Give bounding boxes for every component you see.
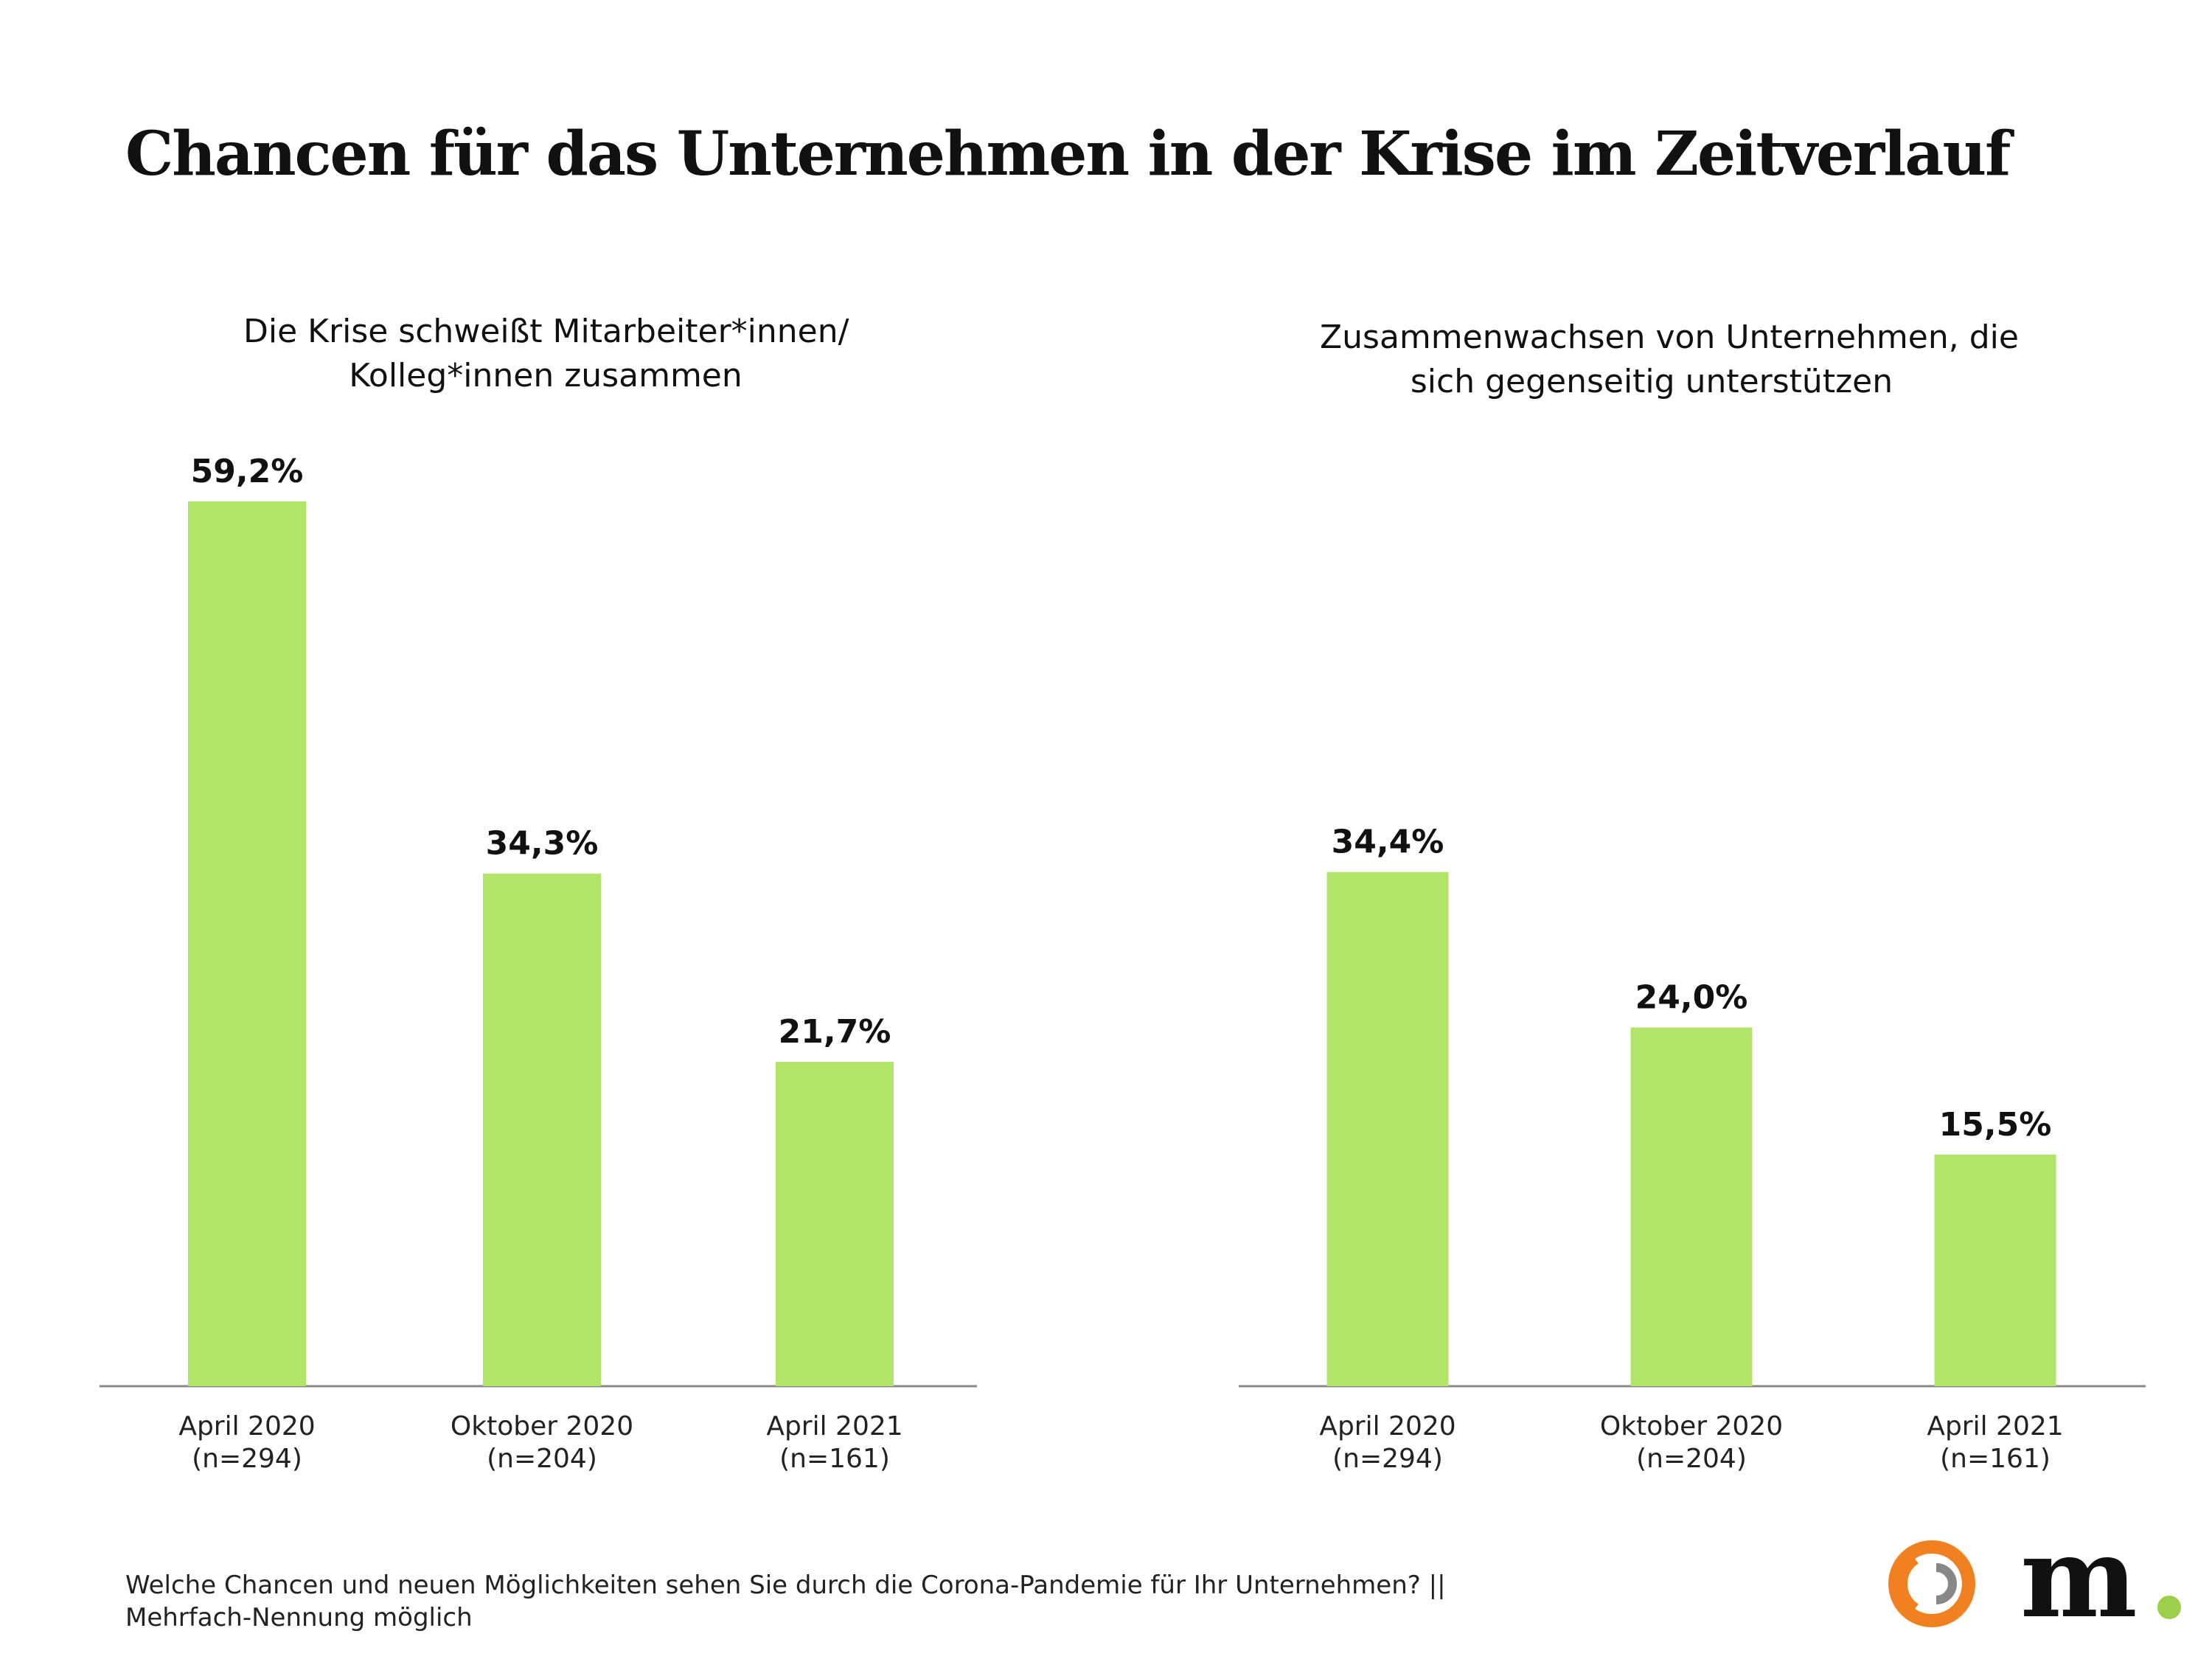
brand-logo-text: m — [2020, 1534, 2138, 1630]
chart-left-title: Die Krise schweißt Mitarbeiter*innen/ Ko… — [243, 310, 849, 398]
brand-ring-icon — [1888, 1540, 1975, 1627]
footnote-line-1: Welche Chancen und neuen Möglichkeiten s… — [125, 1571, 1446, 1600]
chart-left-category-label-3: April 2021 — [766, 1411, 902, 1441]
chart-right-bar-2 — [1630, 1027, 1753, 1386]
chart-left-bar-2 — [483, 873, 601, 1386]
chart-right-sample-label-3: (n=161) — [1940, 1444, 2051, 1474]
chart-right-bar-3 — [1934, 1154, 2056, 1386]
chart-left-value-label-2: 34,3% — [486, 825, 599, 863]
chart-left-category-label-1: April 2020 — [178, 1411, 315, 1441]
brand-logo-dot — [2157, 1596, 2181, 1619]
chart-right-title-line-1: Zusammenwachsen von Unternehmen, die — [1320, 319, 2019, 356]
footnote: Welche Chancen und neuen Möglichkeiten s… — [125, 1569, 1446, 1634]
chart-left-value-label-1: 59,2% — [191, 453, 304, 490]
page-title: Chancen für das Unternehmen in der Krise… — [125, 119, 2011, 189]
chart-left-sample-label-2: (n=204) — [487, 1444, 597, 1474]
chart-right-title-line-2: sich gegenseitig unterstützen — [1410, 363, 1893, 400]
chart-left-sample-label-3: (n=161) — [779, 1444, 890, 1474]
chart-right-category-label-1: April 2020 — [1319, 1411, 1455, 1441]
chart-right-sample-label-1: (n=294) — [1332, 1444, 1443, 1474]
chart-left-title-line-2: Kolleg*innen zusammen — [349, 357, 742, 394]
chart-right-bar-1 — [1326, 872, 1449, 1386]
chart-left-bar-1 — [188, 501, 306, 1386]
chart-right-value-label-3: 15,5% — [1939, 1106, 2052, 1144]
chart-right-category-label-2: Oktober 2020 — [1600, 1411, 1783, 1441]
chart-right-value-label-2: 24,0% — [1635, 979, 1748, 1017]
chart-right-title: Zusammenwachsen von Unternehmen, die sic… — [1320, 316, 2019, 404]
brand-logo: m — [1888, 1534, 2181, 1630]
chart-left-bar-3 — [776, 1062, 894, 1386]
chart-left-title-line-1: Die Krise schweißt Mitarbeiter*innen/ — [243, 313, 849, 350]
chart-right-value-label-1: 34,4% — [1332, 824, 1444, 861]
chart-right-category-label-3: April 2021 — [1927, 1411, 2063, 1441]
footnote-line-2: Mehrfach-Nennung möglich — [125, 1603, 473, 1632]
chart-right-sample-label-2: (n=204) — [1636, 1444, 1747, 1474]
chart-left-sample-label-1: (n=294) — [192, 1444, 302, 1474]
chart-left-category-label-2: Oktober 2020 — [451, 1411, 633, 1441]
chart-left-value-label-3: 21,7% — [779, 1013, 891, 1051]
